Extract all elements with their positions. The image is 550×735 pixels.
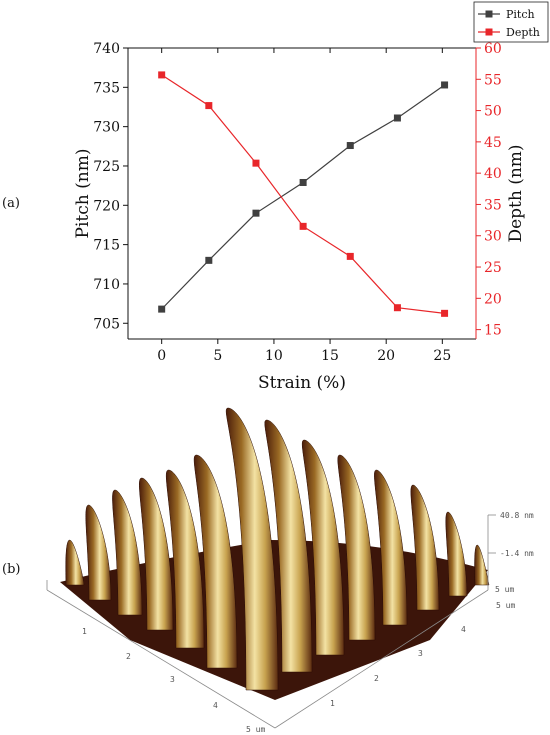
afm-ridge-7 bbox=[264, 419, 313, 673]
point-depth-4 bbox=[346, 252, 354, 260]
left-tick-label-0: 705 bbox=[93, 316, 120, 332]
left-tick-label-2: 715 bbox=[93, 238, 120, 254]
afm-z-mid-label: -1.4 nm bbox=[500, 549, 534, 558]
afm-ridge-2 bbox=[112, 489, 143, 616]
line-chart: 0 5 10 15 20 25 705 710 715 720 725 730 735 740 15 20 25… bbox=[73, 1, 549, 393]
x-tick-label-2: 10 bbox=[265, 348, 283, 364]
right-tick-label-3: 30 bbox=[484, 229, 502, 245]
afm-axes: 40.8 nm -1.4 nm 5 um 5 um 5 um 1 2 3 4 1… bbox=[46, 511, 534, 734]
afm-ridge-6 bbox=[225, 407, 279, 691]
afm-right-tick-4: 4 bbox=[461, 625, 466, 634]
afm-ridge-12 bbox=[445, 511, 468, 597]
afm-left-tick-1: 1 bbox=[82, 627, 87, 636]
afm-ridge-4 bbox=[165, 469, 205, 649]
right-tick-label-0: 15 bbox=[484, 323, 502, 339]
point-pitch-2 bbox=[252, 209, 260, 217]
point-pitch-4 bbox=[346, 142, 354, 150]
left-tick-label-1: 710 bbox=[93, 277, 120, 293]
afm-axis-end-front: 5 um bbox=[246, 725, 265, 734]
afm-ridge-9 bbox=[337, 454, 376, 641]
x-tick-label-5: 25 bbox=[433, 348, 451, 364]
right-tick-label-6: 45 bbox=[484, 135, 502, 151]
afm-ridge-0 bbox=[65, 539, 85, 586]
x-tick-label-1: 5 bbox=[213, 348, 222, 364]
point-depth-0 bbox=[158, 71, 166, 79]
afm-ridge-10 bbox=[374, 469, 408, 626]
legend-label-0: Pitch bbox=[506, 8, 535, 21]
right-tick-label-5: 40 bbox=[484, 166, 502, 182]
point-depth-3 bbox=[299, 222, 307, 230]
right-tick-label-8: 55 bbox=[484, 72, 502, 88]
afm-ridge-1 bbox=[85, 504, 112, 601]
panel-a-label: (a) bbox=[2, 196, 20, 211]
afm-ridge-5 bbox=[193, 454, 238, 669]
left-tick-label-3: 720 bbox=[93, 198, 120, 214]
legend-marker-0 bbox=[485, 10, 493, 18]
point-pitch-5 bbox=[393, 114, 401, 122]
right-axis-title: Depth (nm) bbox=[506, 144, 526, 242]
point-pitch-6 bbox=[441, 81, 449, 89]
right-tick-label-7: 50 bbox=[484, 104, 502, 120]
afm-axis-end-y: 5 um bbox=[496, 601, 515, 610]
point-depth-1 bbox=[205, 102, 213, 110]
left-axis-title: Pitch (nm) bbox=[73, 149, 93, 239]
point-pitch-0 bbox=[158, 305, 166, 313]
right-tick-label-4: 35 bbox=[484, 197, 502, 213]
x-tick-label-3: 15 bbox=[321, 348, 339, 364]
point-pitch-3 bbox=[299, 178, 307, 186]
afm-left-tick-2: 2 bbox=[126, 652, 131, 661]
afm-left-tick-4: 4 bbox=[213, 701, 218, 710]
left-tick-label-7: 740 bbox=[93, 41, 120, 57]
afm-left-tick-3: 3 bbox=[170, 675, 175, 684]
point-pitch-1 bbox=[205, 256, 213, 264]
left-tick-label-4: 725 bbox=[93, 159, 120, 175]
afm-surface bbox=[60, 407, 490, 700]
right-tick-label-1: 20 bbox=[484, 291, 502, 307]
left-tick-label-6: 735 bbox=[93, 80, 120, 96]
legend-label-1: Depth bbox=[506, 26, 540, 39]
point-depth-2 bbox=[252, 159, 260, 167]
right-tick-label-2: 25 bbox=[484, 260, 502, 276]
point-depth-6 bbox=[441, 309, 449, 317]
afm-axis-end-x: 5 um bbox=[495, 585, 514, 594]
afm-right-tick-3: 3 bbox=[418, 649, 423, 658]
panel-b-label: (b) bbox=[2, 562, 21, 577]
right-tick-label-9: 60 bbox=[484, 41, 502, 57]
afm-right-tick-1: 1 bbox=[330, 699, 335, 708]
x-tick-label-4: 20 bbox=[377, 348, 395, 364]
point-depth-5 bbox=[393, 304, 401, 312]
afm-z-top-label: 40.8 nm bbox=[500, 511, 534, 520]
legend-marker-1 bbox=[485, 28, 493, 36]
left-tick-label-5: 730 bbox=[93, 120, 120, 136]
afm-right-tick-2: 2 bbox=[374, 674, 379, 683]
x-tick-label-0: 0 bbox=[157, 348, 166, 364]
afm-ridge-3 bbox=[139, 477, 174, 631]
x-axis-title: Strain (%) bbox=[258, 373, 346, 393]
afm-ridge-8 bbox=[301, 439, 345, 656]
afm-ridge-11 bbox=[410, 484, 440, 611]
afm-ridge-13 bbox=[474, 544, 490, 586]
